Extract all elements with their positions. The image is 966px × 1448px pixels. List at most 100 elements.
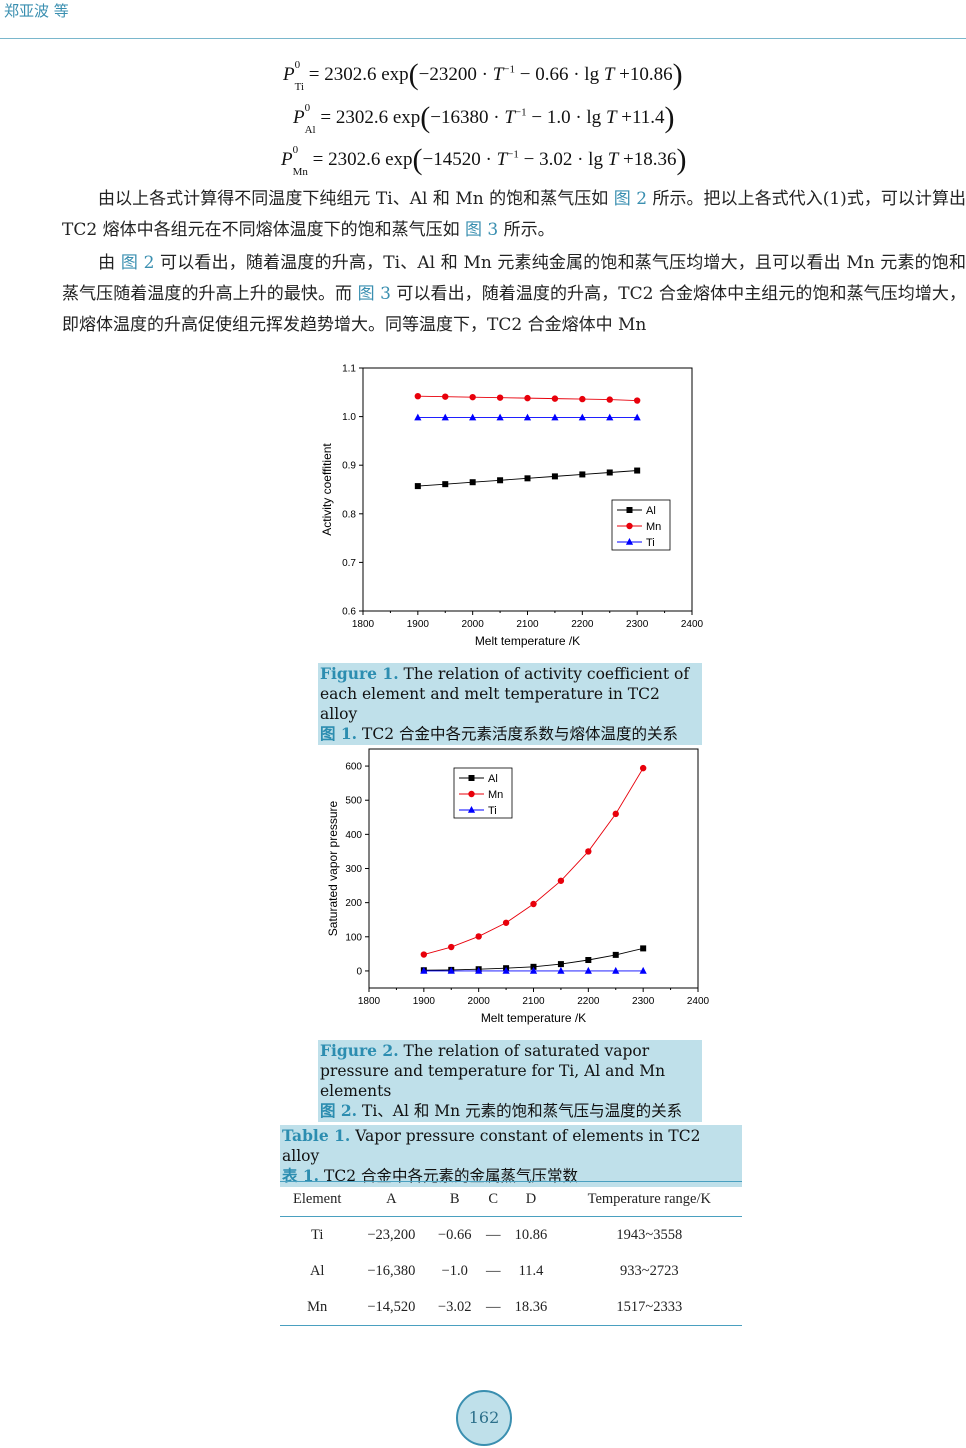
data-point-triangle [414,413,422,421]
paragraph-text: 可以看出，随着温度的升高，Ti、Al 和 Mn 元素纯金属的饱和蒸气压均增大，且… [62,253,966,304]
table-cell: 18.36 [505,1289,557,1326]
paragraph-2: 由 图 2 可以看出，随着温度的升高，Ti、Al 和 Mn 元素纯金属的饱和蒸气… [62,248,966,341]
eq-sup: 0 [292,143,299,156]
y-tick-label: 1.0 [342,412,356,423]
table-cell: Ti [311,1226,324,1243]
eq-rhs: = 2302.6 exp [320,107,421,128]
eq-sup: 0 [294,58,301,71]
x-tick-label: 2400 [687,996,710,1007]
data-point-square [497,477,504,484]
data-point-circle [639,764,647,772]
data-point-square [585,957,592,964]
equation-ti: P0 Ti = 2302.6 exp(−23200 · T−1 − 0.66 · … [283,58,683,93]
figure-2-caption: Figure 2. The relation of saturated vapo… [318,1040,702,1122]
x-tick-label: 2100 [516,619,539,630]
data-point-circle [502,919,510,926]
eq-t2: T [603,64,615,85]
x-tick-label: 1900 [413,996,436,1007]
y-tick-label: 200 [345,898,362,909]
eq-t: T [504,107,515,128]
caption-label-cn: 图 1. [320,724,358,743]
data-point-circle [469,393,476,401]
x-axis-title: Melt temperature /K [475,634,580,648]
eq-symbol: P [293,107,305,128]
data-point-triangle [447,966,455,974]
series-mn [420,764,647,958]
data-point-circle [633,397,641,404]
data-point-triangle [612,966,620,974]
x-tick-label: 2400 [681,619,704,630]
table-cell: 933~2723 [619,1262,679,1279]
col-header: D [505,1181,557,1217]
data-point-triangle [475,966,483,974]
data-point-circle [557,877,565,884]
data-point-square [579,471,586,478]
table-cell: 11.4 [518,1262,544,1279]
y-tick-label: 100 [345,932,362,943]
data-point-circle [496,394,504,401]
vapor-pressure-table: Element A B C D Temperature range/K Ti −… [280,1181,742,1326]
caption-label: Table 1. [282,1126,351,1145]
figure-2-chart: 1800 1900 2000 2100 2200 2300 2400 0 100 200 300 40… [326,748,710,1025]
data-point-circle [448,943,455,951]
data-point-circle [585,848,592,855]
eq-sub: Ti [294,80,304,93]
table-1-caption: Table 1. Vapor pressure constant of elem… [280,1125,742,1187]
eq-sup: 0 [304,101,311,114]
table-row: Ti −23,200 −0.66 — 10.86 1943~3558 [280,1217,742,1254]
caption-text-cn: Ti、Al 和 Mn 元素的饱和蒸气压与温度的关系 [357,1102,683,1120]
figure-ref-link[interactable]: 图 2 [120,253,155,273]
table-row: Mn −14,520 −3.02 — 18.36 1517~2333 [280,1289,742,1326]
y-tick-label: 0.7 [342,558,356,569]
table-row: Al −16,380 −1.0 — 11.4 933~2723 [280,1253,742,1289]
data-point-triangle [441,413,449,421]
data-point-circle [612,810,619,818]
table-cell: — [485,1226,501,1243]
data-point-circle [414,392,422,400]
table-cell: — [485,1262,501,1279]
paragraph-text: 可以看出，随着温度的升高，TC2 合金熔体中主组元的饱和蒸气压均增大，即熔体温度… [62,284,966,335]
figure-1-chart: 1800 1900 2000 2100 2200 2300 2400 0.6 0.7 0.8 0.9… [320,364,704,649]
table-cell: −3.02 [428,1289,481,1326]
x-tick-label: 1800 [358,996,381,1007]
figure-ref-link[interactable]: 图 2 [613,189,648,209]
paragraph-text: 由 [98,253,121,273]
x-tick-label: 1800 [352,619,375,630]
caption-text-cn: TC2 合金中各元素的金属蒸气压常数 [319,1167,578,1185]
y-tick-label: 0 [356,966,362,977]
col-header: B [428,1181,481,1217]
legend-label: Al [488,773,498,785]
paragraph-text: 所示。把以上各式代入(1)式，可以计算出 TC2 熔体中各组元在不同熔体温度下的… [62,189,966,240]
eq-t: T [496,149,508,170]
col-header: C [481,1181,506,1217]
caption-label-cn: 表 1. [282,1166,320,1185]
data-point-square [551,473,558,480]
legend-label: Al [646,505,656,517]
data-point-triangle [606,413,614,421]
y-axis-title: Activity coeffitient [320,443,334,536]
x-tick-label: 2000 [468,996,491,1007]
data-point-circle [468,790,475,798]
col-header: Element [280,1181,355,1217]
data-point-square [557,961,564,968]
x-tick-label: 2200 [577,996,600,1007]
caption-label-cn: 图 2. [320,1101,358,1120]
y-tick-label: 0.8 [342,509,356,520]
eq-term-a: −14520 · [422,149,497,170]
data-point-circle [626,522,633,530]
figure-ref-link[interactable]: 图 3 [357,284,391,304]
x-tick-label: 2100 [522,996,545,1007]
x-tick-label: 2300 [626,619,649,630]
figure-ref-link[interactable]: 图 3 [464,220,499,240]
data-point-square [530,963,537,970]
eq-t2: T [605,107,617,128]
table-cell: −1.0 [441,1262,468,1279]
data-point-square [524,475,531,482]
eq-symbol: P [281,149,293,170]
data-point-circle [530,900,537,908]
series-ti [414,413,641,421]
chart-legend: Al Mn Ti [611,499,671,551]
figure-1-caption: Figure 1. The relation of activity coeff… [318,663,702,745]
data-point-triangle [420,966,428,974]
legend-box [611,499,671,551]
